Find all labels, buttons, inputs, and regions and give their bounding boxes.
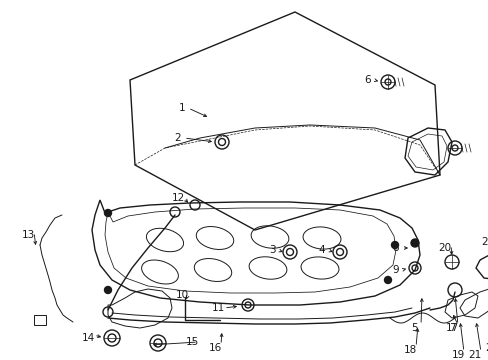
Text: 13: 13 [21, 230, 35, 240]
Text: 3: 3 [268, 245, 275, 255]
Text: 10: 10 [175, 290, 188, 300]
Text: 2: 2 [174, 133, 181, 143]
Text: 17: 17 [445, 323, 458, 333]
Text: 11: 11 [211, 303, 224, 313]
Text: 20: 20 [438, 243, 450, 253]
Circle shape [410, 239, 418, 247]
Text: 12: 12 [171, 193, 184, 203]
Text: 22: 22 [480, 237, 488, 247]
Text: 5: 5 [411, 323, 417, 333]
Circle shape [104, 287, 111, 293]
Text: 23: 23 [485, 343, 488, 353]
Circle shape [384, 276, 391, 284]
Text: 18: 18 [403, 345, 416, 355]
Text: 19: 19 [450, 350, 464, 360]
Circle shape [391, 242, 398, 248]
Text: 14: 14 [81, 333, 95, 343]
Text: 9: 9 [392, 265, 399, 275]
Text: 1: 1 [178, 103, 185, 113]
Text: 21: 21 [468, 350, 481, 360]
Text: 15: 15 [185, 337, 198, 347]
Text: 6: 6 [364, 75, 370, 85]
Circle shape [104, 210, 111, 216]
Text: 16: 16 [208, 343, 221, 353]
Text: 7: 7 [448, 323, 454, 333]
Text: 8: 8 [392, 243, 399, 253]
Text: 4: 4 [318, 245, 325, 255]
